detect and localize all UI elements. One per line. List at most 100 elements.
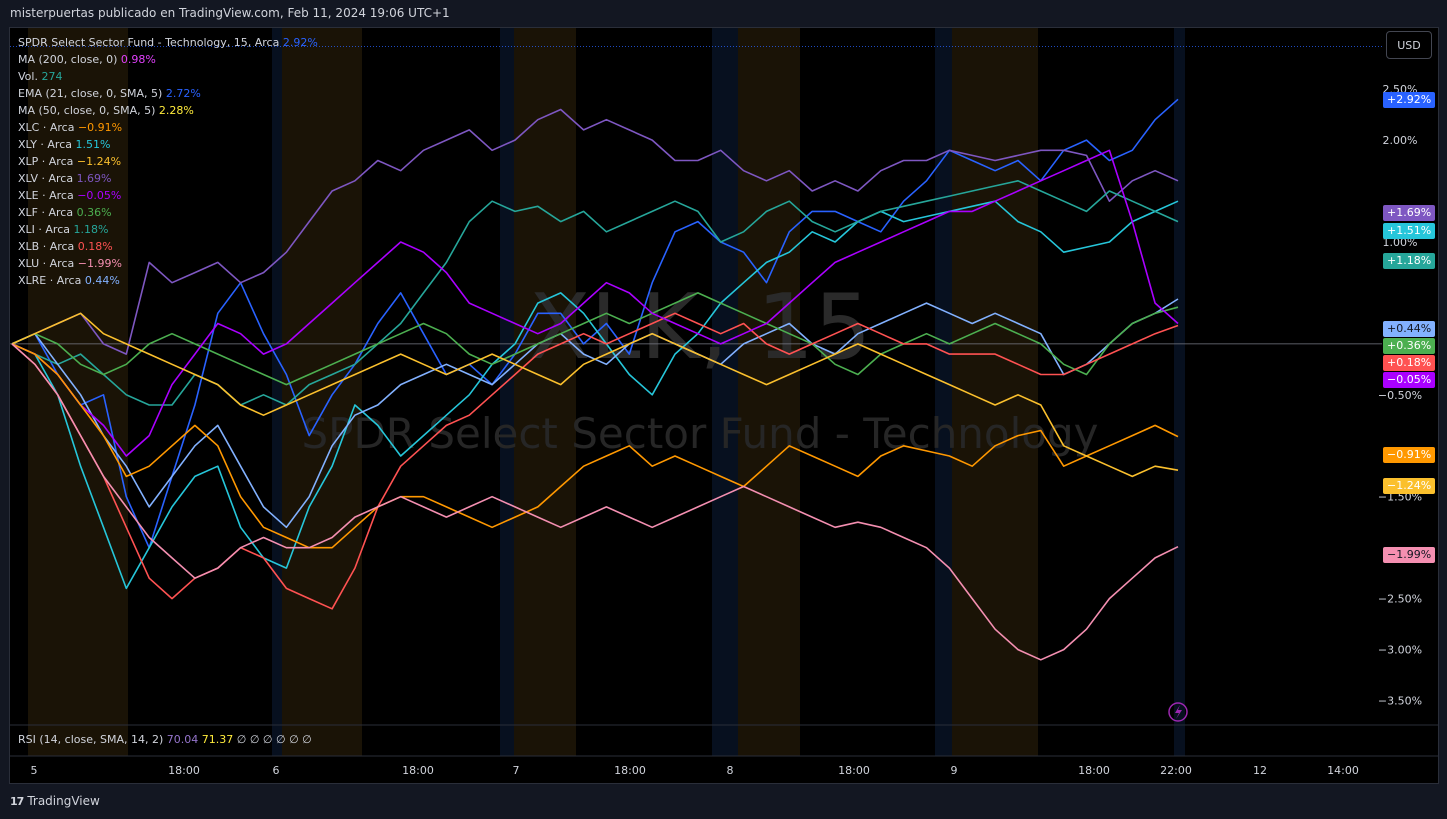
legend-row[interactable]: XLC · Arca −0.91% (18, 119, 318, 136)
y-tick-label: 1.00% (1383, 236, 1418, 249)
legend-row[interactable]: XLU · Arca −1.99% (18, 255, 318, 272)
legend-name: XLC · Arca (18, 121, 78, 134)
legend-value: −1.24% (76, 155, 122, 168)
brand-name: TradingView (27, 794, 100, 808)
legend-name: MA (200, close, 0) (18, 53, 121, 66)
legend-value: 1.18% (73, 223, 109, 236)
legend-name: EMA (21, close, 0, SMA, 5) (18, 87, 166, 100)
series-line-xlk (11, 98, 1179, 549)
session-band (935, 28, 952, 756)
series-line-xlf (11, 292, 1179, 386)
rsi-rest: ∅ ∅ ∅ ∅ ∅ ∅ (236, 733, 312, 746)
lightning-icon (1168, 702, 1188, 722)
rsi-name: RSI (14, close, SMA, 14, 2) (18, 733, 164, 746)
legend-row[interactable]: XLF · Arca 0.36% (18, 204, 318, 221)
legend-name: XLE · Arca (18, 189, 78, 202)
price-badge-xly: +1.51% (1383, 223, 1436, 239)
legend-name: Vol. (18, 70, 42, 83)
legend-row[interactable]: XLP · Arca −1.24% (18, 153, 318, 170)
legend-value: 2.72% (165, 87, 201, 100)
price-badge-xli: +1.18% (1383, 253, 1436, 269)
x-tick-label: 18:00 (402, 764, 434, 777)
x-tick-label: 8 (727, 764, 734, 777)
session-band (712, 28, 738, 756)
legend-value: 0.18% (77, 240, 113, 253)
y-tick-label: −2.50% (1378, 593, 1422, 606)
x-tick-label: 6 (273, 764, 280, 777)
price-badge-xle: −0.05% (1383, 372, 1436, 388)
x-tick-label: 9 (951, 764, 958, 777)
legend-name: XLF · Arca (18, 206, 77, 219)
y-tick-label: −0.50% (1378, 389, 1422, 402)
legend-row[interactable]: EMA (21, close, 0, SMA, 5) 2.72% (18, 85, 318, 102)
price-badge-xlu: −1.99% (1383, 547, 1436, 563)
legend-row[interactable]: XLE · Arca −0.05% (18, 187, 318, 204)
price-badge-xlp: −1.24% (1383, 478, 1436, 494)
x-tick-label: 7 (513, 764, 520, 777)
legend-name: XLY · Arca (18, 138, 76, 151)
currency-button[interactable]: USD (1386, 31, 1432, 59)
y-tick-label: 2.00% (1383, 134, 1418, 147)
legend-name: XLRE · Arca (18, 274, 85, 287)
x-tick-label: 18:00 (168, 764, 200, 777)
session-band (514, 28, 576, 756)
legend-value: 1.69% (76, 172, 112, 185)
legend-row[interactable]: MA (50, close, 0, SMA, 5) 2.28% (18, 102, 318, 119)
legend-row[interactable]: Vol. 274 (18, 68, 318, 85)
legend-name: XLP · Arca (18, 155, 77, 168)
series-line-xlu (11, 343, 1179, 661)
publish-header: misterpuertas publicado en TradingView.c… (10, 6, 450, 20)
legend-row[interactable]: SPDR Select Sector Fund - Technology, 15… (18, 34, 318, 51)
legend-row[interactable]: MA (200, close, 0) 0.98% (18, 51, 318, 68)
series-line-xlc (11, 343, 1179, 549)
lightning-bolt-icon (1175, 705, 1182, 719)
legend-value: 0.36% (76, 206, 112, 219)
session-band (500, 28, 514, 756)
x-tick-label: 12 (1253, 764, 1267, 777)
legend-value: 2.28% (158, 104, 194, 117)
rsi-legend: RSI (14, close, SMA, 14, 2) 70.04 71.37 … (18, 733, 312, 746)
y-tick-label: −3.50% (1378, 695, 1422, 708)
series-line-xle (11, 149, 1179, 457)
legend-row[interactable]: XLV · Arca 1.69% (18, 170, 318, 187)
session-band (738, 28, 800, 756)
chart-canvas[interactable]: XLK, 15 SPDR Select Sector Fund - Technol… (10, 28, 1438, 783)
series-line-xlp (11, 312, 1179, 478)
legend-value: 274 (41, 70, 63, 83)
legend-row[interactable]: XLRE · Arca 0.44% (18, 272, 318, 289)
y-tick-label: −3.00% (1378, 644, 1422, 657)
tradingview-logo-icon: 17 (10, 794, 24, 808)
x-tick-label: 18:00 (838, 764, 870, 777)
price-badge-xlk: +2.92% (1383, 92, 1436, 108)
rsi-value-2: 71.37 (201, 733, 234, 746)
x-tick-label: 14:00 (1327, 764, 1359, 777)
legend-name: MA (50, close, 0, SMA, 5) (18, 104, 159, 117)
price-badge-xlre: +0.44% (1383, 321, 1436, 337)
session-band (282, 28, 362, 756)
legend-value: 0.98% (120, 53, 156, 66)
legend-row[interactable]: XLB · Arca 0.18% (18, 238, 318, 255)
legend-value: −1.99% (77, 257, 122, 270)
legend-row[interactable]: XLY · Arca 1.51% (18, 136, 318, 153)
price-badge-xlf: +0.36% (1383, 338, 1436, 354)
legend-row[interactable]: XLI · Arca 1.18% (18, 221, 318, 238)
price-badge-xlc: −0.91% (1383, 447, 1436, 463)
watermark-symbol: XLK, 15 (529, 275, 872, 380)
legend-value: −0.05% (77, 189, 122, 202)
legend-value: 1.51% (75, 138, 111, 151)
legend: SPDR Select Sector Fund - Technology, 15… (18, 34, 318, 289)
session-band (1174, 28, 1185, 756)
legend-name: XLI · Arca (18, 223, 74, 236)
x-tick-label: 22:00 (1160, 764, 1192, 777)
legend-name: SPDR Select Sector Fund - Technology, 15… (18, 36, 283, 49)
watermark-name: SPDR Select Sector Fund - Technology (301, 409, 1098, 458)
series-line-xly (11, 200, 1179, 590)
x-tick-label: 18:00 (1078, 764, 1110, 777)
legend-value: 2.92% (282, 36, 318, 49)
chart-frame[interactable]: XLK, 15 SPDR Select Sector Fund - Technol… (9, 27, 1439, 784)
x-tick-label: 5 (31, 764, 38, 777)
legend-name: XLB · Arca (18, 240, 78, 253)
series-line-xlv (11, 108, 1179, 355)
rsi-value-1: 70.04 (166, 733, 199, 746)
legend-value: −0.91% (77, 121, 123, 134)
